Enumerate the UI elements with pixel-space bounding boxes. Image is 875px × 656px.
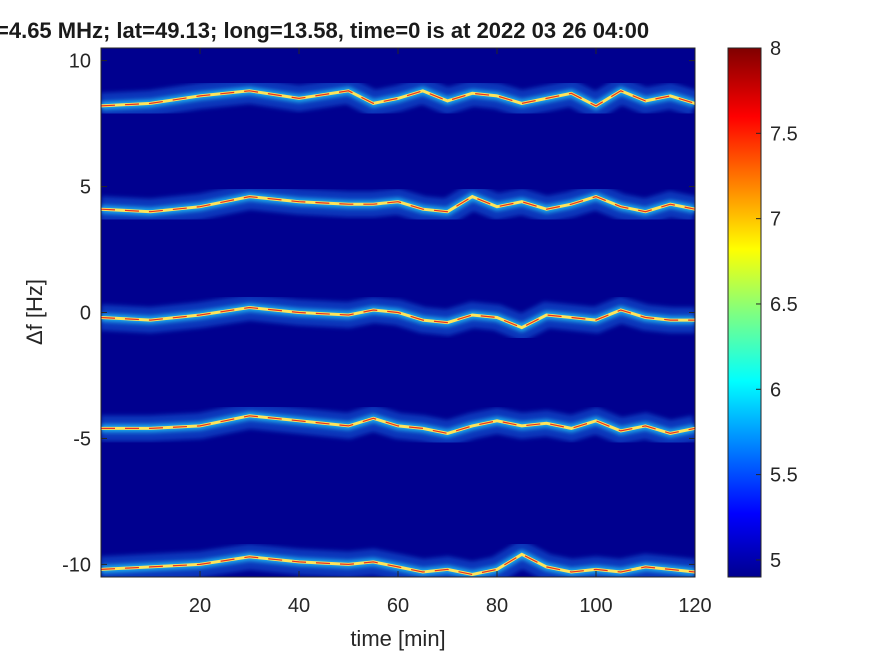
colorbar-tick-label: 6.5 [770, 294, 798, 316]
y-axis: 10 5 0 -5 -10 [62, 51, 695, 576]
y-tick-label: -10 [62, 554, 91, 576]
x-tick-label: 60 [387, 595, 409, 617]
x-tick-label: 100 [579, 595, 612, 617]
x-tick-label: 120 [678, 595, 711, 617]
colorbar-ticks: 8 7.5 7 6.5 6 5.5 5 [756, 38, 798, 572]
trace-peak [101, 415, 695, 435]
trace-peak [101, 306, 695, 329]
colorbar-tick-label: 8 [770, 38, 781, 60]
trace-peak [101, 90, 695, 107]
x-tick-label: 40 [288, 595, 310, 617]
y-tick-label: 5 [80, 177, 91, 199]
x-axis: 20 40 60 80 100 120 [189, 48, 712, 617]
colorbar-tick-label: 5 [770, 550, 781, 572]
colorbar [727, 47, 762, 578]
y-axis-label: Δf [Hz] [22, 279, 47, 345]
colorbar-tick-label: 7.5 [770, 123, 798, 145]
trace-layer [101, 76, 695, 577]
y-tick-label: 10 [69, 51, 91, 73]
chart-title: =4.65 MHz; lat=49.13; long=13.58, time=0… [0, 18, 649, 43]
y-tick-label: -5 [73, 428, 91, 450]
x-axis-label: time [min] [350, 626, 445, 651]
colorbar-tick-label: 6 [770, 379, 781, 401]
colorbar-tick-label: 7 [770, 209, 781, 231]
x-tick-label: 80 [486, 595, 508, 617]
trace-peak [101, 553, 695, 576]
y-tick-label: 0 [80, 303, 91, 325]
colorbar-tick-label: 5.5 [770, 465, 798, 487]
trace-peak [101, 195, 695, 213]
x-tick-label: 20 [189, 595, 211, 617]
